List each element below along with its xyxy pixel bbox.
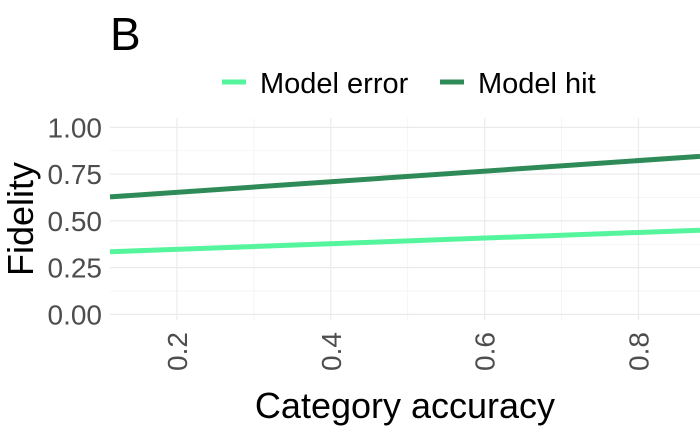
y-tick-labels: 0.00 0.25 0.50 0.75 1.00 xyxy=(48,112,103,330)
grid xyxy=(110,118,700,320)
series-line-model-error xyxy=(109,227,700,255)
x-tick-label: 0.4 xyxy=(316,332,347,371)
y-tick-label: 0.00 xyxy=(48,299,103,330)
y-tick-label: 0.50 xyxy=(48,206,103,237)
series-lines xyxy=(109,153,700,255)
x-tick-label: 0.8 xyxy=(623,332,654,371)
legend-label-model-hit: Model hit xyxy=(478,68,596,100)
y-axis-title: Fidelity xyxy=(0,162,41,276)
y-tick-label: 0.75 xyxy=(48,159,103,190)
x-tick-label: 0.2 xyxy=(162,332,193,371)
y-tick-label: 0.25 xyxy=(48,253,103,284)
legend: Model error Model hit xyxy=(222,68,596,100)
legend-label-model-error: Model error xyxy=(260,68,409,100)
x-tick-label: 0.6 xyxy=(470,332,501,371)
series-line-model-hit xyxy=(109,153,700,200)
x-axis-title: Category accuracy xyxy=(255,385,555,426)
y-tick-label: 1.00 xyxy=(48,112,103,143)
x-tick-labels: 0.2 0.4 0.6 0.8 xyxy=(162,332,655,371)
panel-label: B xyxy=(110,8,141,60)
